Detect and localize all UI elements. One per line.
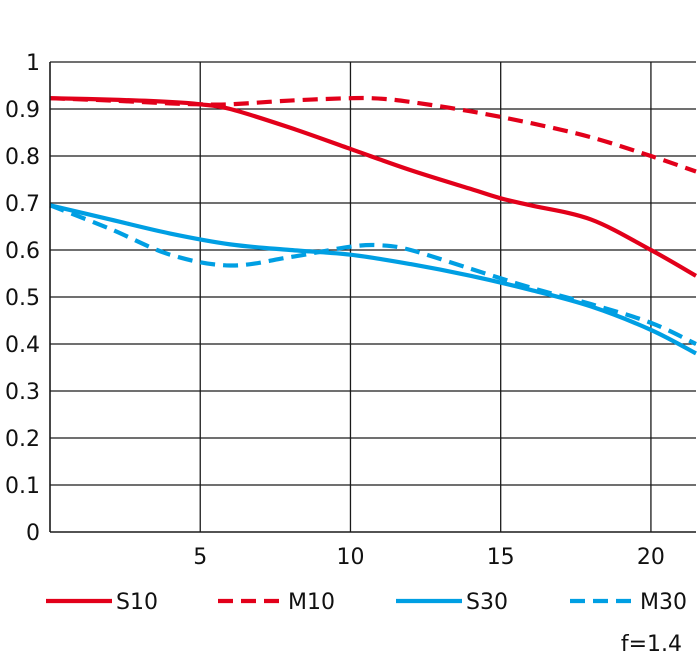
series-lines (49, 95, 698, 356)
y-tick-label: 0 (26, 521, 40, 546)
y-tick-label: 0.6 (5, 239, 40, 264)
x-tick-labels: 5 10 15 20 (193, 545, 665, 570)
y-tick-label: 0.4 (5, 333, 40, 358)
legend-label-m30: M30 (640, 590, 687, 615)
y-tick-labels: 0 0.1 0.2 0.3 0.4 0.5 0.6 0.7 0.8 0.9 1 (5, 51, 40, 546)
y-tick-label: 0.7 (5, 192, 40, 217)
series-line-m30 (49, 203, 697, 346)
aperture-label: f=1.4 (620, 632, 682, 657)
y-tick-label: 0.5 (5, 286, 40, 311)
series-line-m10 (49, 95, 697, 174)
legend: S10 M10 S30 M30 (46, 590, 687, 615)
x-tick-label: 20 (637, 545, 665, 570)
x-tick-label: 5 (193, 545, 207, 570)
y-tick-label: 0.3 (5, 380, 40, 405)
legend-label-s30: S30 (466, 590, 508, 615)
y-tick-label: 0.9 (5, 98, 40, 123)
legend-label-s10: S10 (116, 590, 158, 615)
axes-frame (49, 62, 696, 533)
series-line-s30 (49, 203, 697, 356)
x-tick-label: 15 (487, 545, 515, 570)
y-tick-label: 0.8 (5, 145, 40, 170)
y-tick-label: 1 (26, 51, 40, 76)
x-tick-label: 10 (336, 545, 364, 570)
grid-lines (50, 61, 696, 532)
series-line-s10 (49, 96, 698, 278)
legend-label-m10: M10 (288, 590, 335, 615)
y-tick-label: 0.2 (5, 427, 40, 452)
y-tick-label: 0.1 (5, 474, 40, 499)
